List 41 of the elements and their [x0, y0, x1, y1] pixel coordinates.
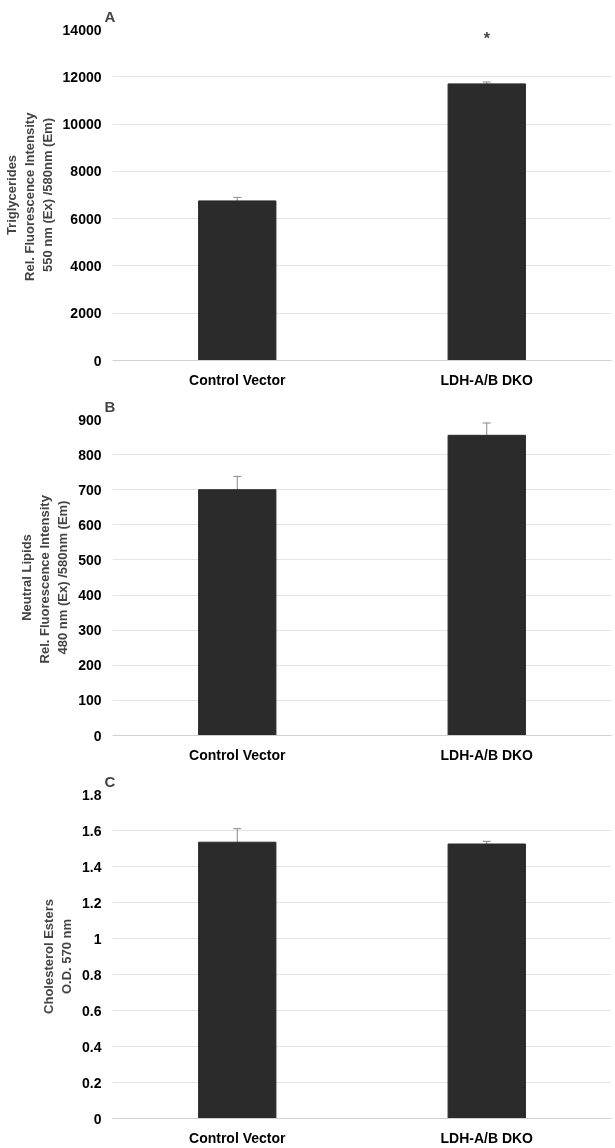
- y-tick-label: 0: [93, 1110, 102, 1127]
- y-tick-label: 500: [78, 551, 102, 568]
- y-tick-label: 100: [78, 692, 102, 709]
- y-tick-label: 6000: [70, 210, 102, 227]
- y-tick-label: 700: [78, 481, 102, 498]
- x-tick-label: LDH-A/B DKO: [440, 371, 534, 388]
- x-tick-label: Control Vector: [189, 371, 287, 388]
- y-tick-label: 1.2: [82, 894, 102, 911]
- y-tick-label: 0: [93, 727, 102, 744]
- y-tick-label: 800: [78, 446, 102, 463]
- y-tick-label: 0.6: [82, 1002, 102, 1019]
- x-tick-label: Control Vector: [189, 746, 287, 763]
- y-tick-label: 900: [78, 411, 102, 428]
- chart-title: A: [104, 7, 116, 25]
- y-axis-title: Triglycerides Rel. Fluorescence Intensity 550 nm (Ex) /580nm (Em): [3, 111, 55, 281]
- y-tick-label: 2000: [70, 305, 102, 322]
- y-axis-title: Neutral Lipids Rel. Fluorescence Intensity 480 nm (Ex) /580nm (Em): [19, 494, 71, 664]
- y-tick-label: 10000: [62, 116, 102, 133]
- y-tick-label: 1.6: [82, 822, 102, 839]
- y-tick-label: 1.8: [82, 786, 102, 803]
- y-axis-title: Cholesterol Esters O.D. 570 nm: [41, 899, 75, 1014]
- y-tick-label: 0.8: [82, 966, 102, 983]
- y-tick-label: 0: [93, 352, 102, 369]
- y-tick-label: 200: [78, 657, 102, 674]
- y-tick-label: 600: [78, 516, 102, 533]
- y-tick-label: 1.4: [82, 858, 102, 875]
- y-tick-label: 14000: [62, 21, 102, 38]
- y-tick-label: 0.2: [82, 1074, 102, 1091]
- y-tick-label: 12000: [62, 68, 102, 85]
- y-tick-label: 400: [78, 587, 102, 604]
- y-tick-label: 8000: [70, 163, 102, 180]
- y-tick-label: 1: [93, 930, 102, 947]
- x-tick-label: LDH-A/B DKO: [440, 746, 534, 763]
- y-tick-label: 4000: [70, 257, 102, 274]
- chart-title: B: [104, 397, 116, 415]
- y-tick-label: 0.4: [82, 1038, 102, 1055]
- x-tick-label: Control Vector: [189, 1129, 287, 1146]
- x-tick-label: LDH-A/B DKO: [440, 1129, 534, 1146]
- annotation: *: [483, 29, 491, 47]
- chart-title: C: [104, 772, 116, 790]
- y-tick-label: 300: [78, 622, 102, 639]
